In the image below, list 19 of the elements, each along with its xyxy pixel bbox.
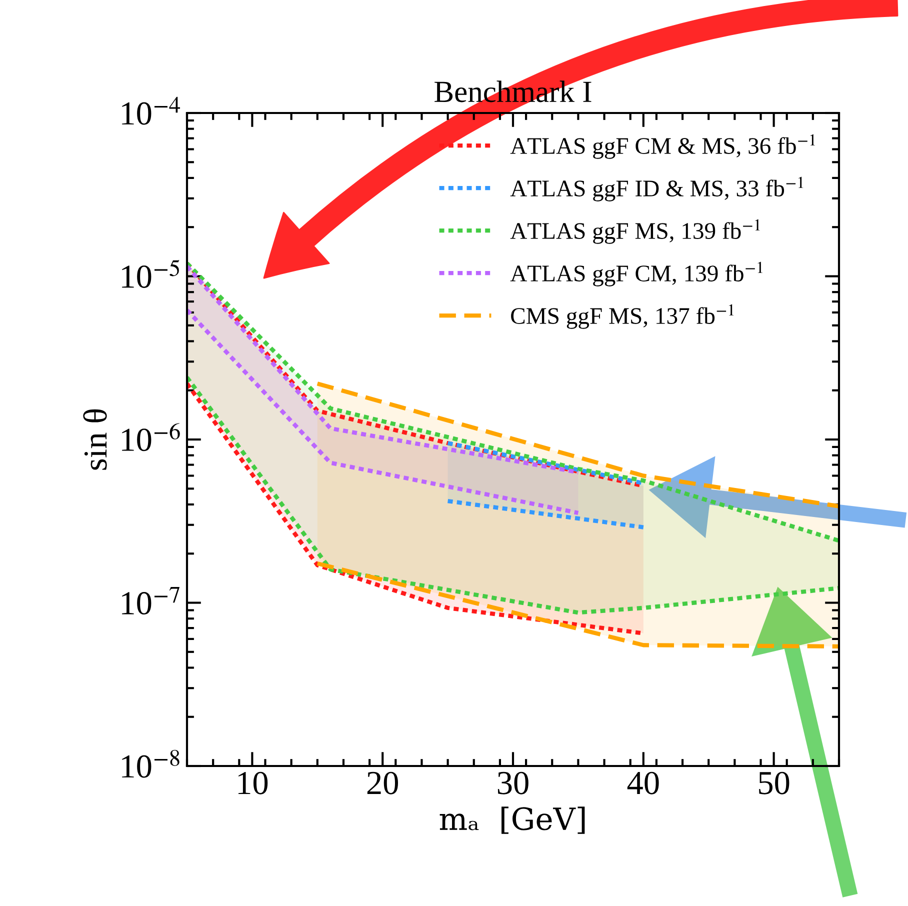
- legend-label: ATLAS ggF ID & MS, 33 fb$^{−1}$: [510, 176, 804, 202]
- legend-label: CMS ggF MS, 137 fb$^{−1}$: [511, 304, 734, 329]
- y-tick-label: 10$^{−7}$: [122, 586, 180, 615]
- y-tick-label: 10$^{−6}$: [122, 423, 180, 452]
- y-tick-label: 10$^{−5}$: [122, 260, 180, 288]
- y-axis-title: sin θ: [83, 409, 107, 470]
- x-tick-label: 10: [238, 772, 268, 794]
- x-tick-label: 40: [627, 772, 659, 794]
- legend-label: ATLAS ggF MS, 139 fb$^{−1}$: [510, 219, 760, 244]
- x-tick-label: 20: [367, 772, 398, 794]
- line-series: [187, 375, 839, 615]
- line-series: [187, 261, 839, 543]
- legend-label: ATLAS ggF CM & MS, 36 fb$^{−1}$: [510, 134, 815, 159]
- x-axis-title: mₐ [GeV]: [440, 806, 585, 834]
- legend-label: ATLAS ggF CM, 139 fb$^{−1}$: [510, 262, 762, 286]
- x-tick-label: 50: [759, 772, 790, 794]
- y-tick-label: 10$^{−4}$: [122, 96, 180, 125]
- x-tick-label: 30: [498, 772, 528, 794]
- y-tick-label: 10$^{−8}$: [122, 750, 180, 778]
